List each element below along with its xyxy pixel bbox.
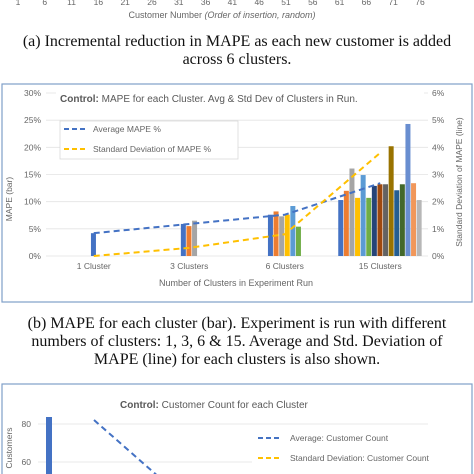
legend-label-average-count: Average: Customer Count: [290, 433, 389, 443]
chart-b-bars: [90, 123, 422, 256]
caption-a-line-2: across 6 clusters.: [183, 51, 292, 68]
top-chart-x-tick: 76: [415, 0, 425, 7]
caption-b-line-3: MAPE (line) for each clusters is also sh…: [94, 351, 380, 368]
top-chart-x-tick: 26: [147, 0, 157, 7]
legend-label-std-count: Standard Deviation: Customer Count: [290, 453, 430, 463]
chart-b-bar: [284, 214, 290, 256]
chart-b-bar: [273, 211, 279, 256]
top-chart-x-tick: 21: [120, 0, 130, 7]
chart-b-y-tick: 0%: [29, 251, 42, 261]
top-chart-x-tick: 51: [281, 0, 291, 7]
chart-c-y-axis-label: Customers: [4, 427, 14, 468]
chart-c-title: Control: Customer Count for each Cluster: [120, 400, 309, 411]
chart-b-bar: [377, 184, 383, 256]
chart-b-bar: [394, 190, 400, 256]
legend-label-average-mape: Average MAPE %: [93, 124, 161, 134]
chart-c-average-line: [93, 419, 157, 474]
chart-b-y2-axis-label: Standard Deviation of MAPE (line): [454, 117, 464, 247]
top-chart-x-tick: 36: [201, 0, 211, 7]
chart-b: 0% 5% 10% 15% 20% 25% 30% 0% 1% 2% 3% 4% 5% 6% 1 Clust…: [4, 88, 464, 288]
chart-b-bar: [371, 185, 377, 256]
chart-b-bar: [349, 168, 355, 256]
chart-b-y2-tick: 3%: [432, 170, 445, 180]
chart-b-bar: [411, 183, 417, 256]
chart-b-bar: [267, 214, 273, 256]
chart-b-bar: [405, 123, 411, 256]
chart-b-lines: [93, 152, 381, 257]
caption-b-line-1: (b) MAPE for each cluster (bar). Experim…: [28, 315, 447, 332]
top-chart-x-tick: 16: [94, 0, 104, 7]
chart-b-bar: [186, 226, 192, 256]
chart-b-bar: [295, 226, 301, 256]
chart-b-y-tick: 15%: [24, 170, 41, 180]
top-chart-x-tick: 61: [335, 0, 345, 7]
top-chart-x-tick: 31: [174, 0, 184, 7]
chart-b-y2-tick: 4%: [432, 142, 445, 152]
chart-b-y2-tick: 0%: [432, 251, 445, 261]
chart-b-y2-tick: 5%: [432, 115, 445, 125]
chart-b-bar: [399, 184, 405, 256]
chart-b-x-tick: 1 Cluster: [77, 261, 111, 271]
chart-b-tick-labels: 0% 5% 10% 15% 20% 25% 30% 0% 1% 2% 3% 4% 5% 6% 1 Clust…: [24, 88, 445, 271]
chart-b-bar: [388, 146, 394, 256]
chart-b-y-tick: 20%: [24, 142, 41, 152]
chart-b-y2-tick: 6%: [432, 88, 445, 98]
chart-b-bar: [355, 197, 361, 256]
chart-b-bar: [90, 233, 96, 256]
chart-b-y2-tick: 1%: [432, 224, 445, 234]
top-chart-x-tick: 56: [308, 0, 318, 7]
chart-b-bar: [383, 184, 389, 256]
chart-b-bar: [360, 175, 366, 256]
chart-b-title-bg: [56, 90, 424, 106]
top-chart-x-tick: 1: [16, 0, 21, 7]
top-chart-x-tick: 71: [388, 0, 398, 7]
chart-c-legend: [252, 429, 470, 469]
chart-c: 80 60 Customers Control: Customer Count …: [4, 396, 470, 474]
chart-b-x-tick: 3 Clusters: [170, 261, 208, 271]
chart-b-x-tick: 6 Clusters: [266, 261, 304, 271]
chart-b-x-axis-label: Number of Clusters in Experiment Run: [159, 278, 313, 288]
chart-b-x-tick: 15 Clusters: [359, 261, 402, 271]
chart-c-y-tick: 60: [22, 457, 32, 467]
chart-c-y-tick: 80: [22, 419, 32, 429]
chart-b-bar: [279, 216, 285, 256]
top-chart-x-tick: 6: [42, 0, 47, 7]
chart-b-title: Control: MAPE for each Cluster. Avg & St…: [60, 94, 358, 105]
chart-b-std-line: [93, 152, 381, 257]
top-chart-x-tick: 66: [362, 0, 372, 7]
top-chart-x-tick: 11: [67, 0, 76, 7]
caption-a-line-1: (a) Incremental reduction in MAPE as eac…: [23, 33, 451, 50]
chart-b-y-tick: 5%: [29, 224, 42, 234]
legend-label-std-mape: Standard Deviation of MAPE %: [93, 144, 212, 154]
top-chart-x-tick-labels: 1 6 11 16 21 26 31 36 41 46 51 56 61 66 71 76: [16, 0, 425, 7]
chart-b-bar: [366, 197, 372, 256]
chart-b-bar: [338, 200, 344, 256]
chart-b-y-tick: 30%: [24, 88, 41, 98]
top-chart-x-axis-label: Customer Number (Order of insertion, ran…: [128, 10, 315, 20]
top-chart-x-tick: 41: [228, 0, 238, 7]
chart-c-title-bg: [116, 396, 352, 412]
caption-b-line-2: numbers of clusters: 1, 3, 6 & 15. Avera…: [31, 333, 443, 350]
chart-b-bar: [180, 223, 186, 256]
chart-b-bar: [290, 206, 296, 256]
chart-b-bar: [416, 200, 422, 256]
chart-b-legend: [59, 120, 239, 160]
chart-b-y-tick: 10%: [24, 197, 41, 207]
chart-b-y-tick: 25%: [24, 115, 41, 125]
chart-b-y2-tick: 2%: [432, 197, 445, 207]
chart-b-average-line: [93, 182, 381, 235]
chart-c-bar: [46, 417, 52, 474]
chart-b-y-axis-label: MAPE (bar): [4, 177, 14, 222]
top-chart-x-tick: 46: [254, 0, 264, 7]
chart-b-bar: [192, 220, 198, 256]
chart-b-bar: [343, 190, 349, 256]
